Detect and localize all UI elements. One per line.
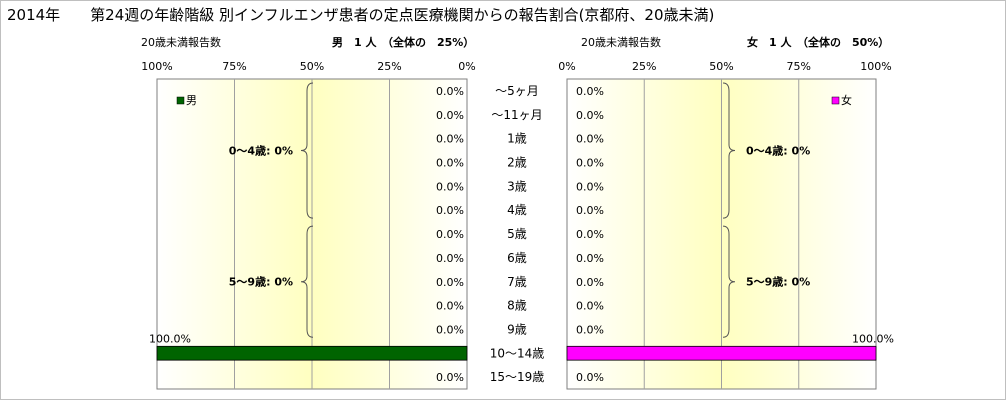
chart-title: 2014年 第24週の年齢階級 別インフルエンザ患者の定点医療機関からの報告割合… xyxy=(7,6,714,24)
group-label-male: 5～9歳: 0% xyxy=(229,275,293,289)
category-label: 5歳 xyxy=(507,227,527,241)
category-label: ～11ヶ月 xyxy=(491,108,542,122)
value-label-male: 0.0% xyxy=(436,85,464,98)
tick-label-female: 25% xyxy=(632,60,656,73)
legend-label-female: 女 xyxy=(841,93,852,107)
value-label-male: 100.0% xyxy=(149,332,191,345)
category-label: 2歳 xyxy=(507,156,527,170)
tick-label-male: 25% xyxy=(377,60,401,73)
value-label-female: 0.0% xyxy=(576,252,604,265)
value-label-male: 0.0% xyxy=(436,323,464,336)
group-brace-male xyxy=(300,82,314,219)
tick-label-female: 75% xyxy=(787,60,811,73)
value-label-female: 0.0% xyxy=(576,371,604,384)
tick-label-male: 50% xyxy=(300,60,324,73)
group-brace-female xyxy=(722,82,736,219)
value-label-female: 100.0% xyxy=(852,332,894,345)
category-label: 3歳 xyxy=(507,179,527,193)
value-label-female: 0.0% xyxy=(576,323,604,336)
tick-label-male: 0% xyxy=(458,60,475,73)
value-label-male: 0.0% xyxy=(436,252,464,265)
group-label-female: 0～4歳: 0% xyxy=(746,144,810,158)
value-label-female: 0.0% xyxy=(576,204,604,217)
value-label-male: 0.0% xyxy=(436,109,464,122)
group-label-male: 0～4歳: 0% xyxy=(229,144,293,158)
category-label: 8歳 xyxy=(507,299,527,313)
value-label-male: 0.0% xyxy=(436,300,464,313)
value-label-female: 0.0% xyxy=(576,276,604,289)
female-header-right: 女 1 人 （全体の 50%） xyxy=(747,35,889,49)
value-label-male: 0.0% xyxy=(436,180,464,193)
value-label-female: 0.0% xyxy=(576,85,604,98)
category-label: 1歳 xyxy=(507,132,527,146)
category-label: 6歳 xyxy=(507,251,527,265)
tick-label-female: 0% xyxy=(558,60,575,73)
value-label-female: 0.0% xyxy=(576,109,604,122)
value-label-female: 0.0% xyxy=(576,228,604,241)
category-label: ～5ヶ月 xyxy=(495,84,539,98)
tick-label-male: 100% xyxy=(141,60,172,73)
male-header-left: 20歳未満報告数 xyxy=(141,36,221,49)
category-label: 4歳 xyxy=(507,203,527,217)
group-brace-female xyxy=(722,225,736,338)
value-label-male: 0.0% xyxy=(436,276,464,289)
value-label-male: 0.0% xyxy=(436,157,464,170)
tick-label-female: 50% xyxy=(709,60,733,73)
bar-female xyxy=(566,345,877,361)
legend-swatch-female xyxy=(831,96,840,105)
value-label-male: 0.0% xyxy=(436,371,464,384)
bar-male xyxy=(156,345,468,361)
legend-swatch-male xyxy=(176,96,185,105)
value-label-female: 0.0% xyxy=(576,300,604,313)
value-label-male: 0.0% xyxy=(436,133,464,146)
value-label-female: 0.0% xyxy=(576,133,604,146)
tick-label-female: 100% xyxy=(860,60,891,73)
female-header-left: 20歳未満報告数 xyxy=(581,36,661,49)
category-label: 15～19歳 xyxy=(490,370,545,384)
value-label-female: 0.0% xyxy=(576,157,604,170)
group-brace-male xyxy=(300,225,314,338)
value-label-male: 0.0% xyxy=(436,228,464,241)
category-label: 9歳 xyxy=(507,322,527,336)
category-label: 7歳 xyxy=(507,275,527,289)
legend-label-male: 男 xyxy=(186,94,197,107)
male-header-right: 男 1 人 （全体の 25%） xyxy=(332,35,474,49)
value-label-female: 0.0% xyxy=(576,180,604,193)
value-label-male: 0.0% xyxy=(436,204,464,217)
category-label: 10～14歳 xyxy=(490,346,545,360)
tick-label-male: 75% xyxy=(222,60,246,73)
group-label-female: 5～9歳: 0% xyxy=(746,275,810,289)
